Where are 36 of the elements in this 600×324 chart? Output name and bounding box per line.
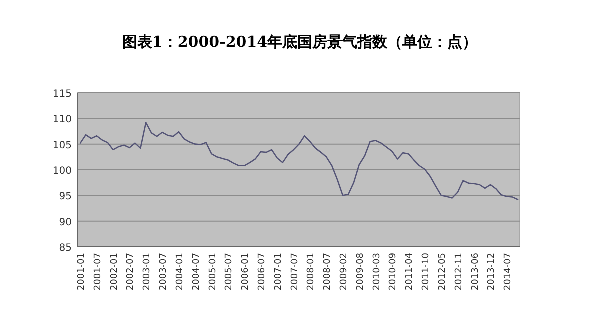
x-tick-label: 2005-01 [208,253,218,291]
x-tick-label: 2002-07 [126,253,136,291]
x-tick-label: 2007-01 [274,253,284,291]
x-tick-label: 2012-05 [438,253,448,291]
x-tick-label: 2001-01 [77,253,87,291]
x-tick-label: 2001-07 [93,253,104,291]
y-tick-label: 110 [52,114,72,126]
x-tick-label: 2002-01 [110,253,120,291]
y-tick-label: 100 [52,166,72,177]
x-tick-label: 2013-06 [470,252,481,291]
y-tick-label: 90 [59,217,72,228]
x-tick-label: 2003-07 [159,253,170,291]
y-tick-label: 85 [59,243,72,254]
x-tick-label: 2008-07 [323,253,334,291]
x-tick-label: 2004-07 [192,253,202,291]
x-tick-label: 2013-12 [487,253,498,291]
x-tick-label: 2009-08 [356,252,366,291]
x-tick-label: 2010-09 [388,252,399,291]
y-tick-label: 105 [52,140,72,152]
x-tick-label: 2014-07 [504,253,514,291]
x-tick-label: 2006-07 [257,253,268,291]
x-tick-label: 2008-01 [306,253,317,291]
x-tick-label: 2010-03 [372,253,382,291]
x-tick-label: 2012-11 [454,253,464,291]
x-tick-label: 2011-04 [405,252,416,291]
y-tick-label: 115 [52,89,72,100]
x-tick-label: 2007-07 [290,253,300,291]
y-tick-label: 95 [59,192,72,203]
x-tick-label: 2004-01 [175,253,186,291]
x-tick-label: 2011-10 [422,252,432,291]
line-series [80,122,519,200]
x-tick-label: 2006-01 [241,253,252,291]
x-tick-label: 2005-07 [224,253,235,291]
x-tick-label: 2003-01 [142,253,153,291]
chart-title: 图表1：2000-2014年底国房景气指数（单位：点） [122,33,478,51]
x-tick-label: 2009-02 [340,253,350,291]
